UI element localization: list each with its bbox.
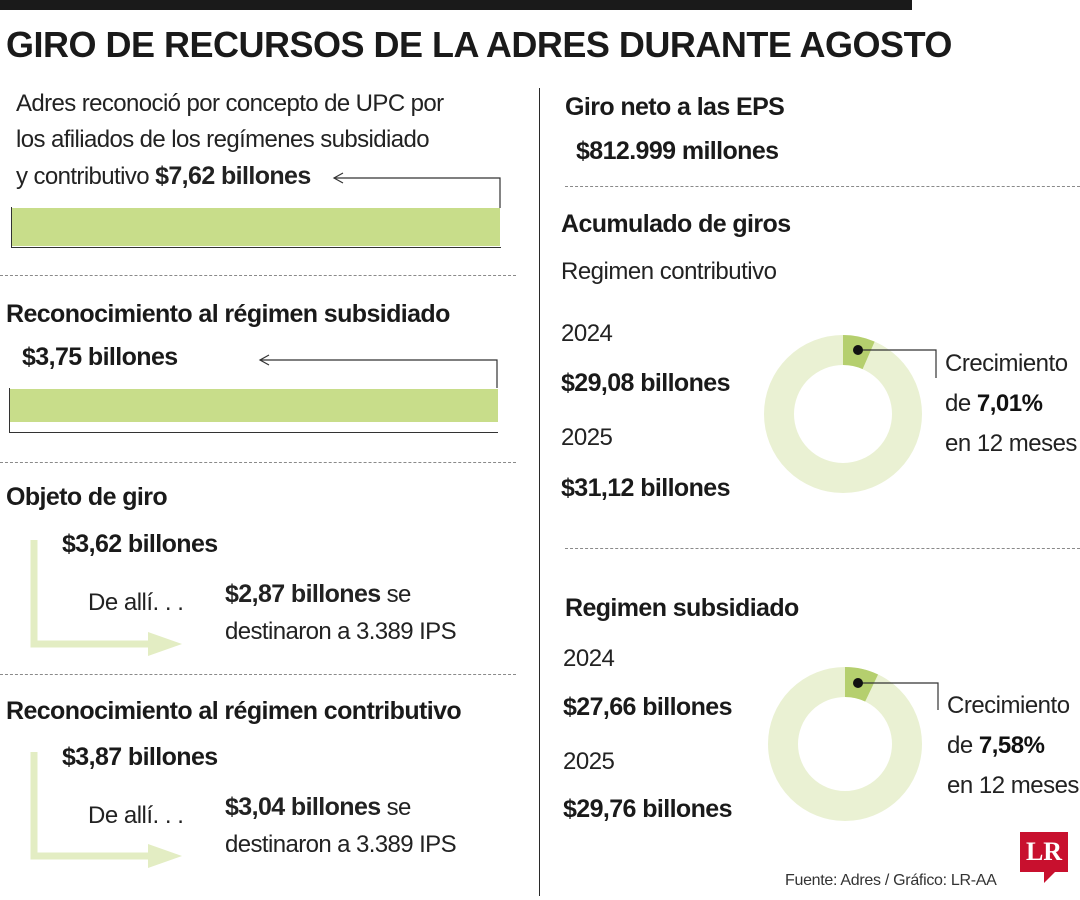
objeto-value: $3,62 billones [62,530,218,558]
contributivo-detail-line2: destinaron a 3.389 IPS [225,831,457,858]
objeto-detail-line1: $2,87 billones se [225,580,411,609]
subsidiado-growth-line2: de 7,58% [947,726,1079,766]
source-credit: Fuente: Adres / Gráfico: LR-AA [785,872,997,889]
contributivo-growth-prefix: de [945,390,977,417]
subsidiado-growth-line3: en 12 meses [947,772,1079,799]
upc-bar-frame [11,207,501,248]
subsidiado-donut-base [768,667,922,821]
subsidiado-growth-line1: Crecimiento [947,692,1070,719]
subsidiado-year-2024: 2024 [563,645,615,672]
separator [0,674,516,675]
contributivo-heading: Reconocimiento al régimen contributivo [6,697,462,725]
acumulado-subheading: Regimen contributivo [561,258,777,285]
contributivo-year-2025: 2025 [561,424,613,451]
subsidiado-growth-prefix: de [947,732,979,759]
page-title: GIRO DE RECURSOS DE LA ADRES DURANTE AGO… [6,24,952,65]
lr-logo-tail [1044,871,1056,883]
subsidiado-bar-frame [9,388,498,433]
objeto-heading: Objeto de giro [6,483,168,511]
separator [565,186,1080,187]
upc-text-prefix: y contributivo [16,163,156,190]
top-rule [0,0,912,10]
separator [565,548,1080,549]
subsidiado-growth-label: Crecimiento de 7,58% en 12 meses [947,686,1079,806]
objeto-detail-line2: destinaron a 3.389 IPS [225,618,457,645]
contributivo-value: $3,87 billones [62,743,218,771]
upc-text-line3: y contributivo $7,62 billones [16,162,311,191]
acumulado-heading: Acumulado de giros [561,210,791,238]
subsidiado-bar [10,389,498,422]
subsidiado-2024-value: $27,66 billones [563,693,732,721]
subsidiado-leader-dot [853,678,863,688]
lr-logo: LR [1020,832,1068,872]
contributivo-year-2024: 2024 [561,320,613,347]
upc-total-value: $7,62 billones [155,162,311,190]
upc-text-line2: los afiliados de los regímenes subsidiad… [16,126,430,153]
subsidiado-year-2025: 2025 [563,748,615,775]
subsidiado-value: $3,75 billones [22,343,178,371]
contributivo-detail-value: $3,04 billones [225,793,381,821]
contributivo-detail-line1: $3,04 billones se [225,793,411,822]
contributivo-leader-line [858,349,937,378]
subsidiado-right-heading: Regimen subsidiado [565,594,799,622]
contributivo-growth-line3: en 12 meses [945,430,1077,457]
contributivo-growth-value: 7,01% [976,390,1043,417]
contributivo-growth-line2: de 7,01% [945,384,1077,424]
giro-neto-value: $812.999 millones [576,137,779,165]
objeto-de-alli: De allí. . . [88,589,184,616]
column-divider [539,88,540,896]
contributivo-detail-suffix: se [380,794,412,821]
subsidiado-growth-value: 7,58% [978,732,1045,759]
subsidiado-2025-value: $29,76 billones [563,795,732,823]
objeto-detail-value: $2,87 billones [225,580,381,608]
subsidiado-heading: Reconocimiento al régimen subsidiado [6,300,450,328]
giro-neto-heading: Giro neto a las EPS [565,93,785,121]
contributivo-leader-dot [853,345,863,355]
contributivo-2025-value: $31,12 billones [561,474,730,502]
contributivo-growth-label: Crecimiento de 7,01% en 12 meses [945,344,1077,464]
subsidiado-leader-line [858,682,939,710]
separator [0,275,516,276]
upc-text-line1: Adres reconoció por concepto de UPC por [16,90,444,117]
separator [0,462,516,463]
objeto-detail-suffix: se [380,581,412,608]
contributivo-2024-value: $29,08 billones [561,369,730,397]
upc-total-bar [12,208,500,246]
contributivo-growth-line1: Crecimiento [945,350,1068,377]
contributivo-de-alli: De allí. . . [88,802,184,829]
